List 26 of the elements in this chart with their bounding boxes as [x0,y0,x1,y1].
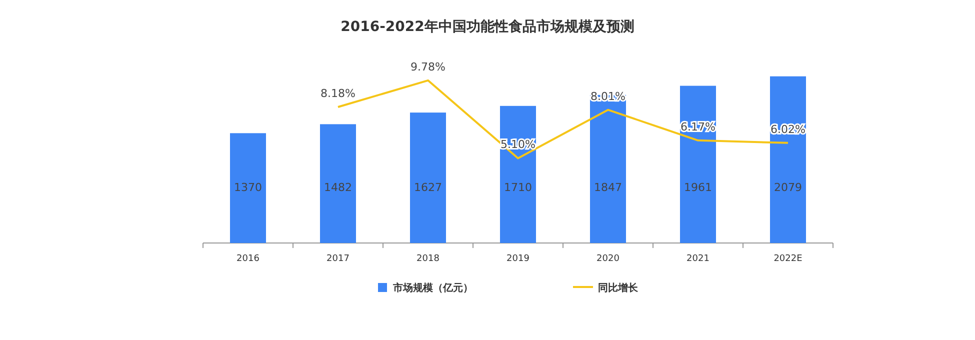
legend-label: 市场规模（亿元） [392,282,473,294]
data-label: 8.18% [320,87,356,100]
x-tick-label: 2020 [596,254,620,264]
bar [230,133,266,243]
bar [320,124,356,243]
x-tick-label: 2021 [686,254,710,264]
data-label: 1370 [234,181,262,194]
data-label: 6.02% [770,122,806,136]
x-tick-label: 2018 [416,254,440,264]
x-tick-label: 2019 [506,254,530,264]
x-tick-label: 2016 [236,254,260,264]
data-label: 1961 [684,181,712,194]
data-label: 1482 [324,181,352,194]
data-label: 9.78% [410,60,446,74]
data-label: 1710 [504,181,532,194]
bar [410,112,446,243]
legend-label: 同比增长 [598,282,639,294]
data-label: 1847 [594,181,622,194]
data-label: 2079 [774,181,802,194]
data-label: 6.17% [680,120,716,134]
bar [770,76,806,243]
bar [680,86,716,243]
x-tick-label: 2022E [774,254,803,264]
x-tick-label: 2017 [326,254,350,264]
data-label: 1627 [414,181,442,194]
chart-title: 2016-2022年中国功能性食品市场规模及预测 [340,18,634,35]
